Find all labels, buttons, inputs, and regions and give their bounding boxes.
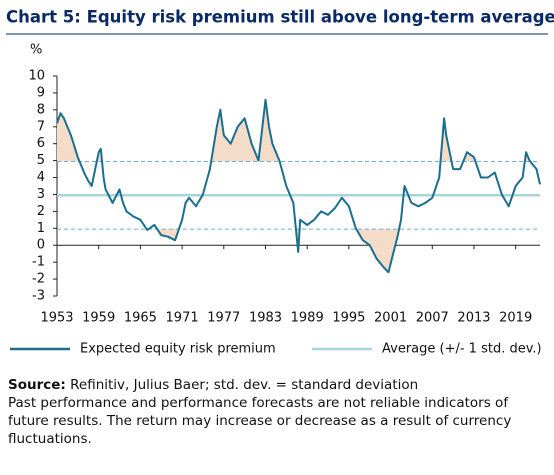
x-tick-label: 2007 — [416, 311, 449, 326]
x-tick-label: 1983 — [249, 311, 282, 326]
source-text: Refinitiv, Julius Baer; std. dev. = stan… — [70, 377, 419, 393]
y-tick-label: 7 — [37, 119, 45, 134]
y-tick-label: 10 — [28, 69, 45, 84]
y-tick-label: 8 — [37, 102, 45, 117]
x-tick-label: 2019 — [499, 311, 532, 326]
x-tick-label: 1977 — [207, 311, 240, 326]
source-label: Source: — [8, 377, 66, 393]
y-tick-label: -1 — [32, 255, 45, 270]
y-tick-label: 6 — [37, 136, 45, 151]
x-tick-label: 1959 — [82, 311, 115, 326]
legend-label: Expected equity risk premium — [80, 342, 276, 357]
x-tick-label: 1953 — [40, 311, 73, 326]
y-tick-label: 9 — [37, 85, 45, 100]
x-tick-label: 2001 — [374, 311, 407, 326]
y-tick-label: 4 — [37, 170, 45, 185]
x-tick-label: 1965 — [124, 311, 157, 326]
y-tick-label: 1 — [37, 221, 45, 236]
x-tick-label: 1971 — [166, 311, 199, 326]
x-tick-label: 2013 — [457, 311, 490, 326]
chart-title: Chart 5: Equity risk premium still above… — [6, 8, 554, 27]
legend-label: Average (+/- 1 std. dev.) — [382, 342, 542, 357]
y-tick-label: 2 — [37, 204, 45, 219]
chart: Chart 5: Equity risk premium still above… — [6, 8, 554, 357]
source: Source: Refinitiv, Julius Baer; std. dev… — [8, 376, 548, 394]
footer: Source: Refinitiv, Julius Baer; std. dev… — [8, 376, 548, 448]
series-line — [56, 98, 541, 274]
y-tick-label: 0 — [37, 238, 45, 253]
y-tick-label: -2 — [32, 272, 45, 287]
y-unit: % — [30, 43, 42, 58]
x-tick-label: 1989 — [291, 311, 324, 326]
disclaimer: Past performance and performance forecas… — [8, 395, 512, 447]
y-tick-label: 5 — [37, 153, 45, 168]
y-tick-label: 3 — [37, 187, 45, 202]
y-tick-label: -3 — [32, 289, 45, 304]
x-tick-label: 1995 — [332, 311, 365, 326]
